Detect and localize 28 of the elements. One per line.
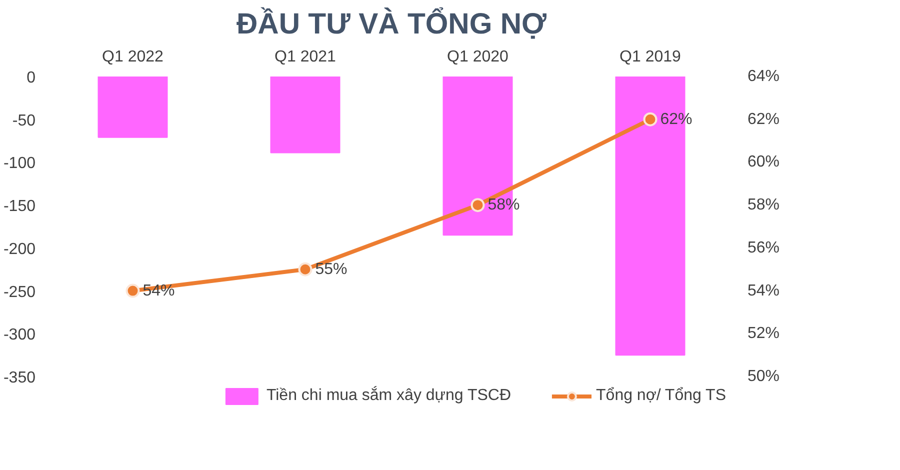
y2-tick-label: 58% xyxy=(748,196,780,214)
y2-tick-label: 60% xyxy=(748,154,780,171)
y2-tick-label: 56% xyxy=(748,239,780,256)
y-tick-label: -200 xyxy=(3,240,36,258)
y-tick-label: -150 xyxy=(3,198,36,216)
chart-title: ĐẦU TƯ VÀ TỔNG NỢ xyxy=(236,6,547,40)
legend-label: Tổng nợ/ Tổng TS xyxy=(596,387,726,405)
y-tick-label: -350 xyxy=(3,370,36,386)
point xyxy=(643,112,658,126)
y-tick-label: -250 xyxy=(3,284,36,301)
legend-label: Tiền chi mua sắm xây dựng TSCĐ xyxy=(266,387,512,405)
y-tick-label: 0 xyxy=(26,70,36,86)
x-tick-label: Q1 2021 xyxy=(274,48,336,66)
y2-tick-label: 64% xyxy=(748,68,780,85)
y-tick-label: -300 xyxy=(3,326,36,344)
y2-tick-label: 52% xyxy=(748,325,780,342)
point xyxy=(126,284,140,298)
y2-tick-label: 50% xyxy=(748,368,780,385)
y2-tick-label: 62% xyxy=(748,110,780,128)
y-tick-label: -50 xyxy=(12,112,36,130)
point xyxy=(298,262,312,276)
x-tick-label: Q1 2022 xyxy=(102,48,164,66)
data-label: 55% xyxy=(315,260,348,278)
x-tick-label: Q1 2019 xyxy=(620,48,682,66)
point xyxy=(470,198,485,212)
y-tick-label: -100 xyxy=(3,155,36,172)
y2-tick-label: 54% xyxy=(748,282,780,300)
x-tick-label: Q1 2020 xyxy=(447,48,509,66)
